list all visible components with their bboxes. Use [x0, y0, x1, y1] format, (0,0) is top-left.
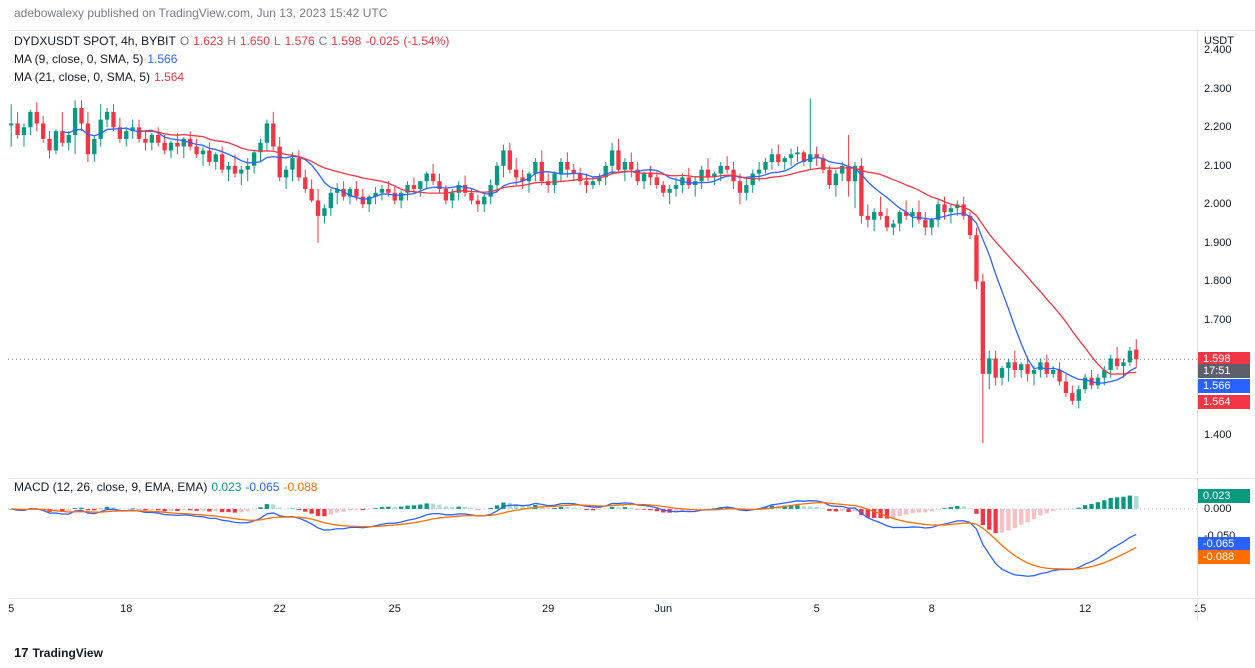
- xtick: 18: [120, 603, 132, 615]
- macd-signal-val: -0.088: [283, 480, 317, 494]
- ytick: 2.000: [1204, 198, 1232, 210]
- time-xaxis[interactable]: 518222529Jun581215: [8, 598, 1197, 622]
- xtick: Jun: [654, 603, 672, 615]
- xtick: 25: [389, 603, 401, 615]
- tv-logo-icon: 17: [14, 645, 28, 660]
- symbol-label: DYDXUSDT SPOT, 4h, BYBIT: [14, 32, 176, 50]
- xtick: 5: [8, 603, 14, 615]
- ohlc-o: 1.623: [193, 32, 223, 50]
- ytick: 1.900: [1204, 237, 1232, 249]
- tradingview-watermark: 17 TradingView: [14, 645, 103, 660]
- price-tag: 17:51: [1198, 364, 1250, 378]
- ma21-label: MA (21, close, 0, SMA, 5): [14, 68, 150, 86]
- xtick: 5: [814, 603, 820, 615]
- ohlc-l: 1.576: [285, 32, 315, 50]
- macd-line-val: -0.065: [245, 480, 279, 494]
- ytick: 2.100: [1204, 160, 1232, 172]
- ohlc-o-label: O: [180, 32, 189, 50]
- price-chart[interactable]: [8, 30, 1197, 474]
- xtick: 29: [542, 603, 554, 615]
- ohlc-h-label: H: [227, 32, 236, 50]
- macd-hist-val: 0.023: [211, 480, 241, 494]
- ohlc-c-label: C: [319, 32, 328, 50]
- ytick: 2.400: [1204, 44, 1232, 56]
- tv-logo-text: TradingView: [32, 646, 102, 660]
- ohlc-l-label: L: [274, 32, 281, 50]
- macd-yaxis[interactable]: 0.000-0.0500.023-0.065-0.088: [1197, 478, 1255, 596]
- xtick: 8: [929, 603, 935, 615]
- ytick: 1.800: [1204, 275, 1232, 287]
- ytick: 2.300: [1204, 83, 1232, 95]
- price-yaxis[interactable]: USDT 2.4002.3002.2002.1002.0001.9001.800…: [1197, 30, 1255, 474]
- ohlc-change-pct: (-1.54%): [403, 32, 449, 50]
- price-tag: 0.023: [1198, 489, 1250, 503]
- chart-legend: DYDXUSDT SPOT, 4h, BYBIT O1.623 H1.650 L…: [14, 32, 449, 86]
- ma9-val: 1.566: [147, 50, 177, 68]
- ytick: 1.400: [1204, 429, 1232, 441]
- ytick: 2.200: [1204, 121, 1232, 133]
- ohlc-change: -0.025: [365, 32, 399, 50]
- ma21-val: 1.564: [154, 68, 184, 86]
- price-tag: -0.088: [1198, 550, 1250, 564]
- publish-header: adebowalexy published on TradingView.com…: [0, 0, 1255, 26]
- ma9-label: MA (9, close, 0, SMA, 5): [14, 50, 143, 68]
- ytick: 1.700: [1204, 314, 1232, 326]
- ohlc-c: 1.598: [331, 32, 361, 50]
- xtick: 12: [1079, 603, 1091, 615]
- price-tag: 1.566: [1198, 379, 1250, 393]
- ohlc-h: 1.650: [240, 32, 270, 50]
- publish-text: adebowalexy published on TradingView.com…: [14, 6, 387, 20]
- ytick: 0.000: [1204, 503, 1232, 515]
- price-tag: 1.564: [1198, 395, 1250, 409]
- xaxis-corner: [1197, 598, 1255, 622]
- macd-label: MACD (12, 26, close, 9, EMA, EMA): [14, 480, 207, 494]
- macd-chart[interactable]: [8, 478, 1197, 596]
- macd-legend: MACD (12, 26, close, 9, EMA, EMA) 0.023 …: [14, 480, 317, 494]
- xtick: 22: [274, 603, 286, 615]
